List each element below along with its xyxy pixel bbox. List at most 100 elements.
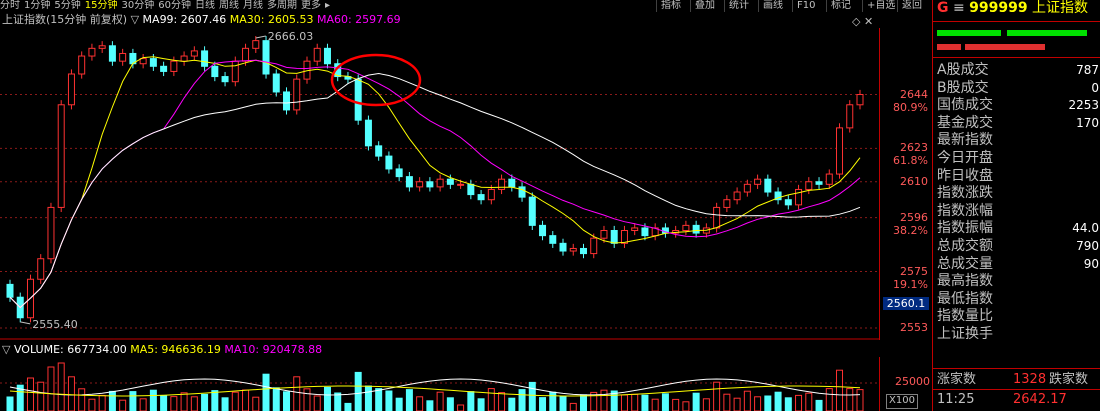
candle-body bbox=[539, 224, 547, 237]
candle-body bbox=[426, 181, 434, 188]
volume-bar bbox=[620, 394, 628, 411]
kline-chart[interactable]: 2666.03 2555.40 bbox=[0, 28, 880, 340]
volume-bar bbox=[457, 404, 465, 411]
period-tab[interactable]: 分时 bbox=[0, 0, 20, 11]
price-tick-label: 2553 bbox=[900, 321, 928, 334]
volume-bar bbox=[764, 395, 772, 411]
candle-body bbox=[600, 230, 608, 239]
more-chevron-icon[interactable]: ▸ bbox=[324, 0, 330, 11]
period-tab[interactable]: 1分钟 bbox=[24, 0, 51, 11]
period-tab[interactable]: 日线 bbox=[194, 0, 215, 11]
volume-bar bbox=[549, 391, 557, 411]
up-label: 涨家数 bbox=[937, 372, 977, 387]
toolbar-button[interactable]: 统计 bbox=[724, 0, 753, 12]
candle-body bbox=[149, 58, 157, 67]
volume-bar bbox=[283, 391, 291, 411]
candle-body bbox=[723, 199, 731, 208]
candle-body bbox=[252, 40, 260, 49]
candle-body bbox=[631, 227, 639, 232]
fib-percent-label: 61.8% bbox=[893, 154, 928, 168]
volume-bar bbox=[231, 391, 239, 411]
toolbar-button[interactable]: 叠加 bbox=[690, 0, 719, 12]
candle-body bbox=[620, 230, 628, 244]
period-tab[interactable]: 5分钟 bbox=[54, 0, 81, 11]
candle-body bbox=[682, 224, 690, 232]
candle-body bbox=[119, 52, 127, 62]
volume-dropdown-icon[interactable]: ▽ bbox=[2, 343, 11, 356]
period-tab[interactable]: 15分钟 bbox=[84, 0, 118, 11]
toolbar-button[interactable]: F10 bbox=[792, 0, 820, 12]
volume-bar bbox=[508, 397, 516, 411]
vol-ma10-label: MA10: 920478.88 bbox=[224, 343, 323, 356]
quote-label: B股成交 bbox=[937, 79, 989, 96]
volume-bar bbox=[334, 392, 342, 411]
volume-bar bbox=[518, 389, 526, 411]
candle-body bbox=[170, 60, 178, 72]
quote-label: 指数涨跌 bbox=[937, 185, 993, 202]
quote-value: 787 bbox=[1076, 63, 1099, 77]
period-tab[interactable]: 30分钟 bbox=[121, 0, 155, 11]
candle-body bbox=[78, 55, 86, 75]
diamond-icon[interactable]: ◇ bbox=[852, 15, 861, 28]
menu-icon[interactable]: ≡ bbox=[952, 0, 965, 16]
dropdown-icon[interactable]: ▽ bbox=[130, 13, 140, 26]
period-tab[interactable]: 60分钟 bbox=[158, 0, 191, 11]
candle-body bbox=[283, 91, 291, 111]
period-tab[interactable]: 周线 bbox=[218, 0, 239, 11]
volume-bar bbox=[395, 397, 403, 411]
candle-body bbox=[836, 127, 844, 175]
candle-body bbox=[764, 178, 772, 193]
volume-bar bbox=[487, 388, 495, 411]
volume-bar bbox=[528, 381, 536, 411]
period-tab[interactable]: 多周期 bbox=[266, 0, 297, 11]
close-icon[interactable]: ✕ bbox=[863, 15, 874, 28]
toolbar-button[interactable]: 画线 bbox=[758, 0, 787, 12]
high-price-label: 2666.03 bbox=[268, 30, 314, 43]
toolbar-button[interactable]: +自选 bbox=[862, 0, 900, 12]
candle-body bbox=[846, 104, 854, 129]
volume-bar bbox=[856, 389, 864, 411]
volume-bar bbox=[272, 387, 280, 411]
quote-value: 0 bbox=[1091, 80, 1099, 95]
volume-multiplier[interactable]: X100 bbox=[886, 394, 918, 409]
quote-row: 今日开盘 bbox=[937, 150, 1100, 168]
price-tick-label: 2644 bbox=[900, 87, 928, 101]
toolbar-button[interactable]: 返回 bbox=[897, 0, 926, 12]
candle-body bbox=[692, 224, 700, 234]
candle-body bbox=[293, 78, 301, 111]
candle-body bbox=[774, 191, 782, 201]
volume-bar bbox=[754, 396, 762, 411]
volume-bar bbox=[149, 389, 157, 411]
candle-body bbox=[457, 183, 465, 186]
volume-bar bbox=[293, 376, 301, 411]
candle-body bbox=[713, 206, 721, 229]
toolbar-button[interactable]: 标记 bbox=[826, 0, 855, 12]
quote-row: 指数涨跌 bbox=[937, 185, 1100, 203]
candle-body bbox=[559, 242, 567, 252]
volume-bar bbox=[119, 399, 127, 411]
period-toolbar: 分时 1分钟 5分钟 15分钟 30分钟 60分钟 日线 周线 月线 多周期 更多 ▸ bbox=[0, 0, 930, 12]
price-tick-label: 2623 bbox=[900, 141, 928, 155]
volume-bar bbox=[784, 397, 792, 411]
volume-bar bbox=[539, 397, 547, 411]
candle-body bbox=[190, 50, 198, 57]
period-tab[interactable]: 更多 bbox=[300, 0, 321, 11]
volume-bar bbox=[221, 397, 229, 411]
period-tab[interactable]: 月线 bbox=[242, 0, 263, 11]
fib-percent-label: 38.2% bbox=[893, 223, 928, 237]
candle-body bbox=[67, 73, 75, 106]
volume-bar bbox=[129, 391, 137, 411]
g-icon[interactable]: G bbox=[937, 0, 949, 16]
volume-bar bbox=[672, 398, 680, 411]
volume-bar bbox=[354, 371, 362, 411]
candle-body bbox=[395, 168, 403, 178]
volume-bar bbox=[661, 393, 669, 411]
quote-row: 最新指数 bbox=[937, 132, 1100, 150]
volume-bar bbox=[108, 390, 116, 411]
quote-label: 最高指数 bbox=[937, 273, 993, 290]
volume-bar bbox=[569, 402, 577, 411]
volume-chart[interactable] bbox=[0, 357, 880, 411]
green-bar bbox=[937, 30, 1001, 36]
toolbar-button[interactable]: 指标 bbox=[656, 0, 685, 12]
quote-row: 国债成交 2253 bbox=[937, 97, 1100, 115]
